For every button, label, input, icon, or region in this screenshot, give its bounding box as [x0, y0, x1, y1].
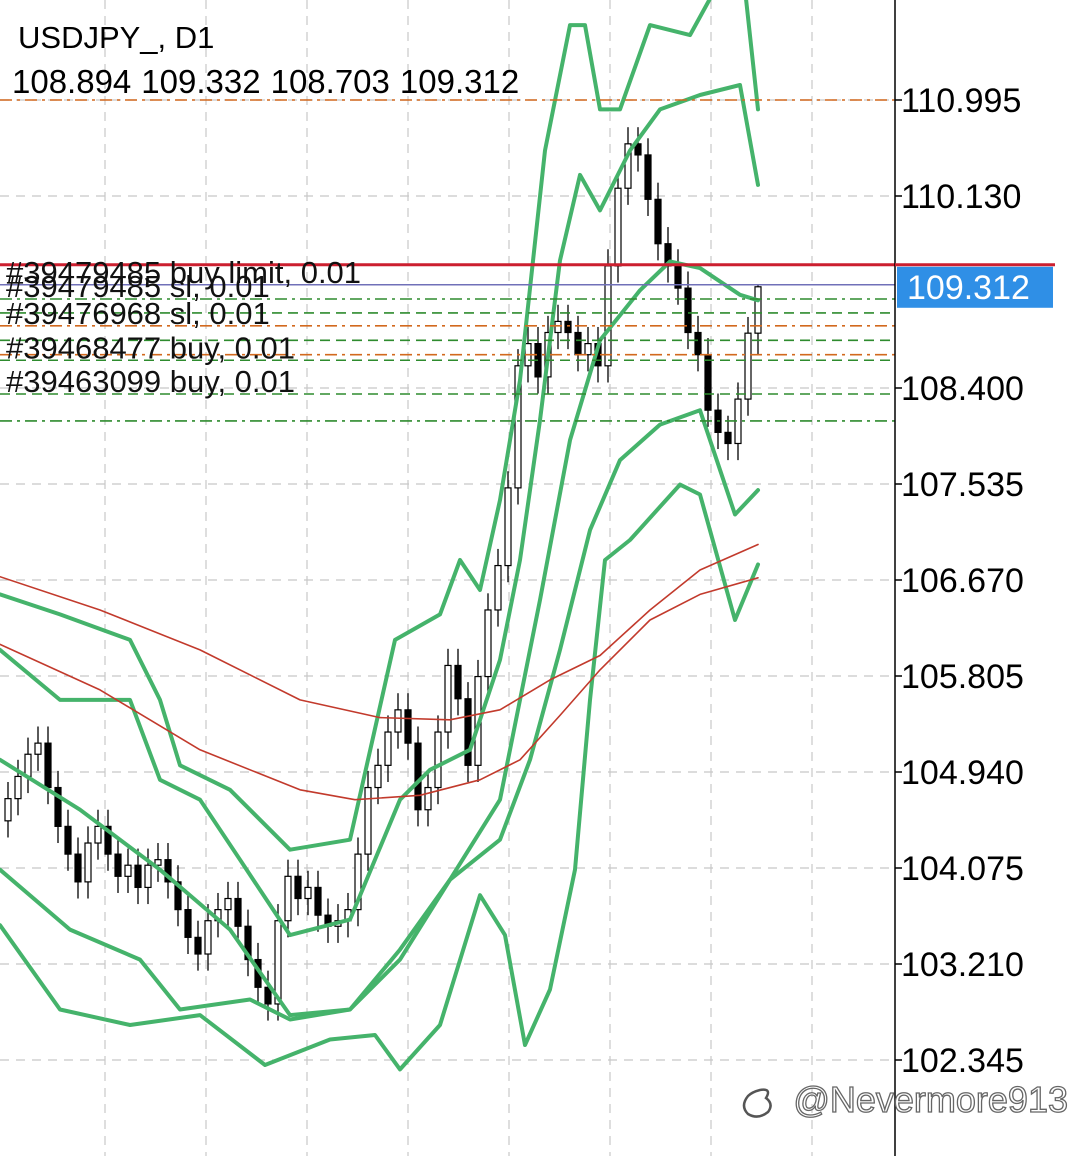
- candle-body: [514, 365, 522, 489]
- y-tick-label: 110.995: [901, 82, 1021, 120]
- candle-body: [314, 886, 322, 916]
- candle-body: [494, 564, 502, 611]
- candle-body: [744, 332, 752, 400]
- ohlc-value: 108.703: [271, 63, 390, 100]
- candle-body: [224, 897, 232, 911]
- current-price-label: 109.312: [907, 269, 1030, 307]
- ohlc-value: 109.332: [141, 63, 260, 100]
- candle-body: [64, 825, 72, 855]
- ohlc-header: 108.894 109.332 108.703 109.312: [12, 63, 519, 100]
- candle-body: [154, 859, 162, 866]
- y-tick-label: 104.940: [901, 754, 1024, 792]
- candle-body: [454, 664, 462, 700]
- candle-body: [144, 864, 152, 889]
- candle-body: [724, 431, 732, 445]
- watermark: @Nevermore913: [742, 1078, 1069, 1121]
- candle-body: [184, 909, 192, 938]
- y-tick-label: 108.400: [901, 370, 1024, 408]
- candle-body: [84, 842, 92, 883]
- y-tick-label: 107.535: [901, 466, 1024, 504]
- candle-body: [54, 786, 62, 827]
- overlay-line: [0, 482, 760, 1072]
- order-lines: [0, 99, 895, 422]
- candle-body: [294, 875, 302, 900]
- candle-body: [44, 742, 52, 789]
- chart-title: USDJPY_, D1: [18, 20, 214, 55]
- candle-body: [704, 354, 712, 411]
- candle-body: [204, 920, 212, 955]
- overlay-line: [0, 408, 760, 1022]
- candle-body: [504, 487, 512, 567]
- y-tick-label: 104.075: [901, 850, 1024, 888]
- candle-body: [564, 320, 572, 334]
- overlay-line: [0, 577, 759, 801]
- candle-body: [404, 709, 412, 744]
- candle-body: [94, 825, 102, 844]
- watermark-text: @Nevermore913: [793, 1079, 1068, 1120]
- candle-body: [14, 775, 22, 800]
- ohlc-value: 108.894: [12, 63, 131, 100]
- order-label: #39476968 sl, 0.01: [6, 296, 270, 331]
- current-price-box: [897, 266, 1053, 308]
- candle-body: [654, 198, 662, 245]
- candle-body: [274, 920, 282, 1005]
- candle-body: [684, 287, 692, 334]
- candle-body: [114, 853, 122, 877]
- candle-body: [694, 331, 702, 356]
- candle-body: [484, 609, 492, 678]
- candle-body: [644, 154, 652, 200]
- candle-body: [34, 742, 42, 755]
- candle-body: [574, 331, 582, 356]
- y-tick-label: 110.130: [901, 178, 1021, 216]
- candle-body: [174, 881, 182, 911]
- candle-body: [4, 798, 12, 822]
- candle-body: [134, 864, 142, 889]
- candle-body: [234, 897, 242, 927]
- order-label: #39479485 buy limit, 0.01: [6, 255, 361, 290]
- price-axis: 110.995 110.130 108.400 107.535 106.670 105.8…: [894, 0, 1024, 1156]
- candle-body: [264, 986, 272, 1005]
- candle-body: [554, 320, 562, 334]
- watermark-icon: [742, 1088, 772, 1118]
- overlay-line: [0, 543, 759, 721]
- candle-body: [604, 265, 612, 367]
- candle-body: [394, 709, 402, 733]
- candle-body: [194, 936, 202, 955]
- order-label: #39463099 buy, 0.01: [6, 364, 295, 399]
- candle-body: [124, 864, 132, 877]
- candle-body: [374, 764, 382, 789]
- candle-body: [414, 742, 422, 811]
- candle-body: [364, 786, 372, 855]
- candle-body: [444, 664, 452, 733]
- candle-body: [284, 875, 292, 922]
- candle-body: [614, 187, 622, 267]
- y-tick-label: 106.670: [901, 562, 1024, 600]
- candle-body: [624, 143, 632, 189]
- overlay-line: [0, 0, 760, 852]
- candle-body: [424, 786, 432, 811]
- overlay-line: [0, 83, 760, 938]
- candle-body: [24, 753, 32, 778]
- y-tick-label: 103.210: [901, 946, 1024, 984]
- candle-body: [244, 925, 252, 961]
- y-tick-label: 102.345: [901, 1042, 1024, 1080]
- candle-body: [74, 853, 82, 883]
- ohlc-value: 109.312: [400, 63, 519, 100]
- candle-body: [354, 853, 362, 911]
- candle-body: [164, 859, 172, 883]
- order-label: #39479485 sl, 0.01: [6, 269, 270, 304]
- candle-body: [304, 886, 312, 900]
- order-label: #39468477 buy, 0.01: [6, 330, 295, 365]
- candle-body: [634, 143, 642, 156]
- candle-body: [584, 343, 592, 356]
- y-tick-label: 105.805: [901, 658, 1024, 696]
- candle-body: [384, 731, 392, 766]
- candle-body: [104, 825, 112, 855]
- candle-body: [754, 286, 762, 334]
- candle-body: [464, 698, 472, 766]
- candle-body: [434, 731, 442, 789]
